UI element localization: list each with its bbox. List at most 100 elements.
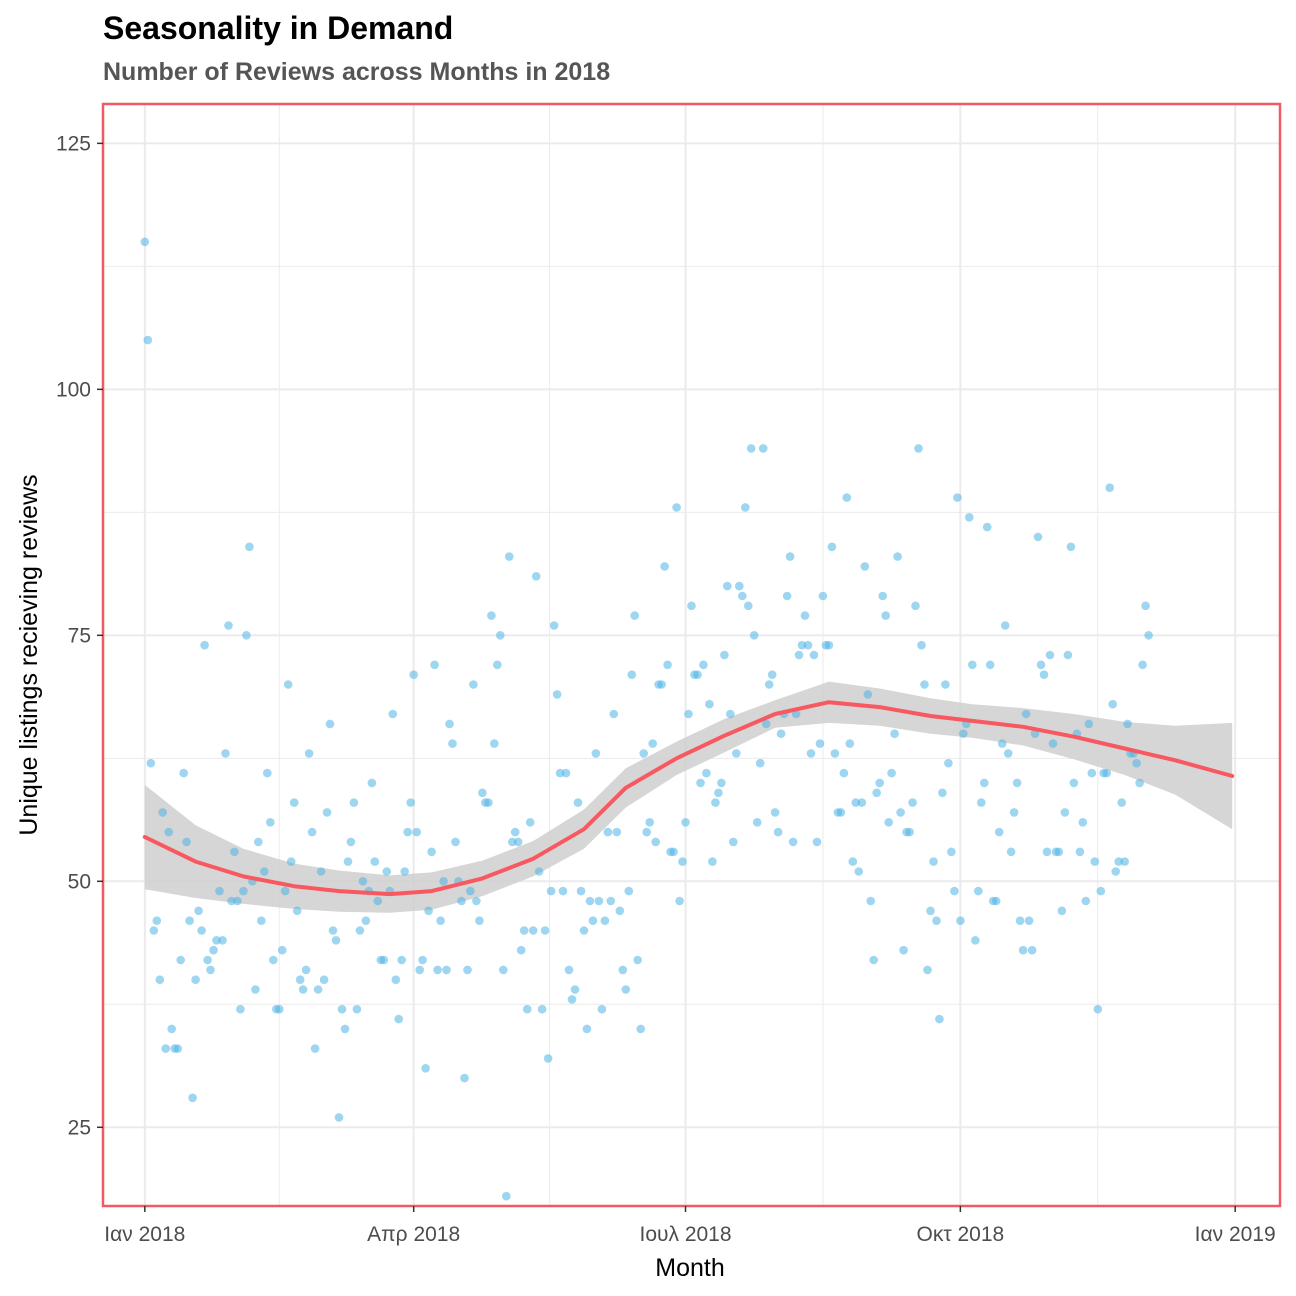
data-point: [923, 965, 932, 975]
data-point: [373, 896, 383, 906]
data-point: [245, 542, 254, 552]
data-point: [513, 837, 523, 847]
data-point: [277, 945, 287, 955]
data-point: [409, 670, 419, 679]
data-point: [412, 827, 422, 837]
data-point: [286, 857, 296, 866]
data-point: [827, 542, 837, 552]
data-point: [1018, 945, 1028, 955]
data-point: [418, 955, 427, 965]
x-tick-label: Απρ 2018: [367, 1223, 460, 1246]
data-point: [337, 1004, 347, 1014]
data-point: [935, 1014, 944, 1024]
data-point: [424, 906, 433, 916]
data-point: [699, 660, 708, 670]
data-point: [708, 857, 717, 866]
data-point: [543, 1054, 553, 1063]
data-point: [448, 739, 457, 748]
data-point: [947, 847, 956, 857]
data-point: [1135, 778, 1144, 788]
data-point: [460, 1073, 469, 1083]
data-point: [200, 640, 209, 650]
data-point: [1015, 916, 1025, 925]
data-point: [920, 680, 929, 689]
smooth-line-layer: [142, 700, 1235, 897]
data-point: [519, 926, 529, 935]
data-point: [230, 847, 239, 857]
data-point: [1132, 758, 1141, 768]
data-point: [531, 572, 541, 581]
data-point: [980, 778, 989, 788]
data-point: [349, 798, 359, 807]
data-point: [325, 719, 335, 729]
data-point: [355, 926, 365, 935]
data-point: [860, 562, 870, 571]
data-point: [938, 788, 947, 798]
data-point: [146, 758, 156, 768]
data-point: [908, 798, 917, 807]
data-point: [298, 985, 308, 994]
data-point: [803, 640, 813, 650]
data-point: [711, 798, 720, 807]
data-point: [263, 768, 272, 778]
data-point: [684, 709, 693, 719]
data-point: [1069, 778, 1079, 788]
data-point: [358, 877, 368, 886]
data-point: [1048, 739, 1058, 748]
data-point: [806, 749, 816, 758]
data-point: [1084, 719, 1094, 729]
data-point: [630, 611, 639, 620]
data-point: [997, 739, 1007, 748]
data-point: [845, 739, 855, 748]
data-point: [678, 857, 687, 866]
data-point: [744, 601, 753, 611]
data-point: [188, 1093, 197, 1103]
data-point: [636, 1024, 645, 1034]
data-point: [275, 1004, 284, 1014]
data-point: [1066, 542, 1076, 552]
x-tick-label: Οκτ 2018: [917, 1223, 1005, 1246]
data-point: [352, 1004, 362, 1014]
data-point: [971, 936, 980, 945]
data-point: [570, 985, 580, 994]
y-tick-label: 100: [56, 378, 91, 401]
data-point: [1141, 601, 1150, 611]
data-point: [863, 690, 873, 699]
data-point: [642, 827, 651, 837]
data-point: [328, 926, 338, 935]
data-point: [549, 621, 559, 630]
data-point: [484, 798, 493, 807]
data-point: [343, 857, 353, 866]
data-point: [878, 591, 887, 601]
data-point: [340, 1024, 350, 1034]
x-axis-ticks: Ιαν 2018 Απρ 2018 Ιουλ 2018 Οκτ 2018 Ιαν 201…: [104, 1206, 1276, 1246]
data-point: [528, 926, 538, 935]
data-point: [758, 444, 768, 453]
data-point: [633, 955, 642, 965]
data-point: [956, 916, 965, 925]
data-point: [221, 749, 230, 758]
data-point: [812, 837, 822, 847]
data-point: [1105, 483, 1114, 493]
data-point: [788, 837, 798, 847]
data-point: [839, 768, 849, 778]
data-point: [639, 749, 648, 758]
data-point: [1027, 945, 1037, 955]
y-tick-label: 50: [68, 870, 91, 893]
data-point: [797, 640, 807, 650]
data-point: [720, 650, 729, 660]
data-point: [367, 778, 377, 788]
data-point: [896, 808, 905, 817]
data-point: [427, 847, 436, 857]
data-point: [615, 906, 625, 916]
data-point: [421, 1064, 430, 1073]
data-point: [884, 818, 893, 827]
data-point: [696, 778, 705, 788]
data-point: [672, 503, 681, 512]
data-point: [564, 965, 574, 975]
data-point: [1039, 670, 1049, 679]
data-point: [394, 1014, 404, 1024]
y-tick-label: 25: [68, 1116, 91, 1139]
data-point: [848, 857, 858, 866]
